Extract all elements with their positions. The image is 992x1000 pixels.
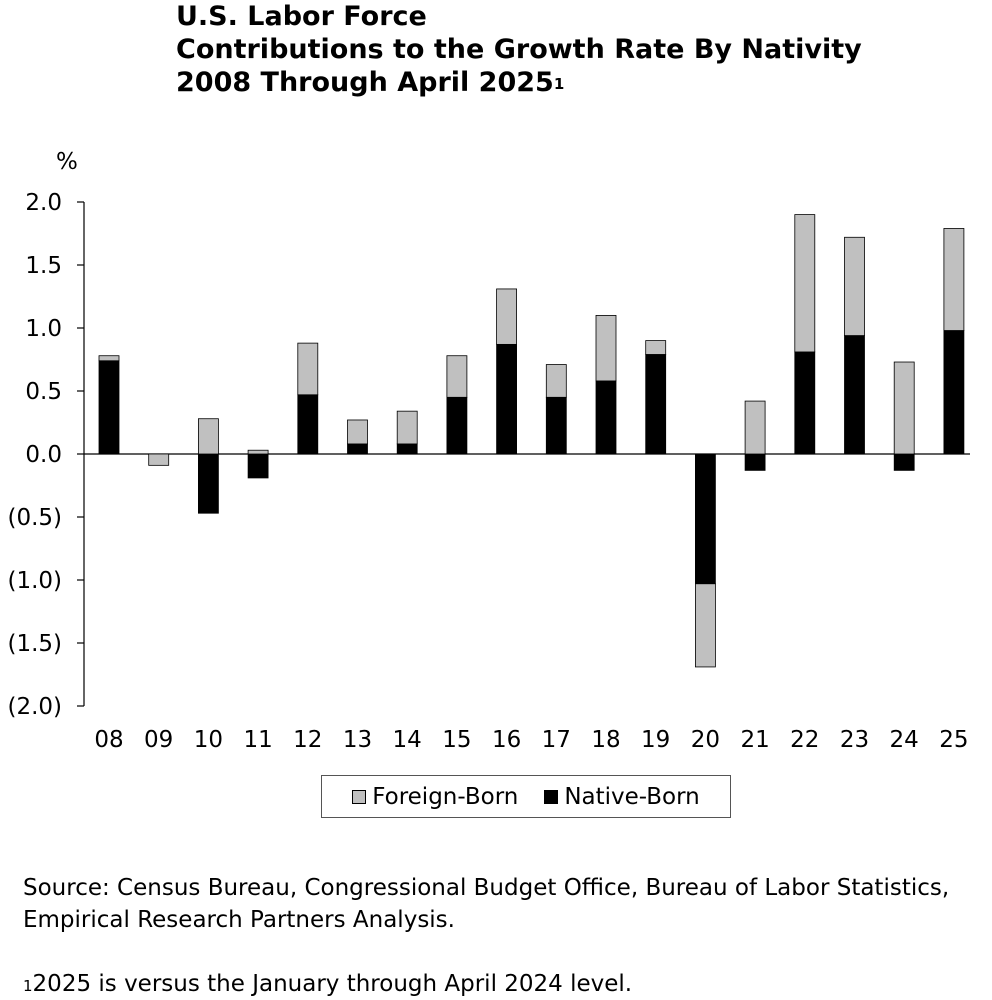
x-tick-label: 10 <box>194 727 223 753</box>
x-tick-label: 21 <box>740 727 769 753</box>
title-line-2: Contributions to the Growth Rate By Nati… <box>176 34 862 65</box>
bar-native-born-08 <box>98 360 120 455</box>
x-tick-label: 17 <box>542 727 571 753</box>
x-tick-label: 09 <box>144 727 173 753</box>
x-tick-label: 22 <box>790 727 819 753</box>
bar-foreign-born-25 <box>943 228 965 331</box>
x-tick-label: 20 <box>691 727 720 753</box>
legend-item-foreign-born: Foreign-Born <box>352 784 518 810</box>
bar-foreign-born-24 <box>893 361 915 455</box>
bar-foreign-born-15 <box>446 355 468 398</box>
bar-foreign-born-16 <box>496 288 518 345</box>
y-tick-label: 1.0 <box>25 316 62 342</box>
x-tick-label: 13 <box>343 727 372 753</box>
bar-native-born-20 <box>695 453 716 585</box>
bar-native-born-22 <box>794 351 816 455</box>
x-tick-label: 25 <box>939 727 968 753</box>
bar-native-born-17 <box>545 396 567 455</box>
y-tick-label: 0.5 <box>25 379 62 405</box>
bar-foreign-born-13 <box>347 419 368 445</box>
bar-foreign-born-19 <box>645 340 667 355</box>
stacked-bar-chart: % 2.0 1.5 1.0 0.5 0.0 (0.5) (1.0) (1.5) (2.0) 08 09… <box>7 149 970 753</box>
title-line-1: U.S. Labor Force <box>176 1 427 32</box>
y-tick-label: (1.0) <box>7 568 62 594</box>
legend-item-native-born: Native-Born <box>544 783 700 810</box>
bar-native-born-16 <box>496 343 518 455</box>
y-unit-label: % <box>56 149 78 175</box>
title-line-3: 2008 Through April 20251 <box>176 66 976 99</box>
y-tick-label: 0.0 <box>25 442 62 468</box>
bar-native-born-12 <box>297 394 319 455</box>
title-line-3-text: 2008 Through April 2025 <box>176 67 554 98</box>
chart-title: U.S. Labor Force Contributions to the Gr… <box>176 0 976 99</box>
x-tick-label: 23 <box>840 727 869 753</box>
chart-legend: Foreign-Born Native-Born <box>321 775 731 818</box>
footnote: 12025 is versus the January through Apri… <box>23 968 973 1000</box>
bar-foreign-born-23 <box>844 236 865 336</box>
bar-native-born-25 <box>943 330 965 455</box>
bar-foreign-born-09 <box>148 453 170 466</box>
bar-native-born-24 <box>893 453 915 471</box>
footnote-text: 2025 is versus the January through April… <box>32 971 633 997</box>
bar-native-born-21 <box>744 453 766 471</box>
x-tick-label: 24 <box>890 727 919 753</box>
bar-native-born-15 <box>446 396 468 455</box>
y-tick-label: 2.0 <box>25 190 62 216</box>
bar-native-born-13 <box>347 443 368 455</box>
x-tick-label: 12 <box>293 727 322 753</box>
bar-foreign-born-12 <box>297 342 319 396</box>
title-footnote-marker: 1 <box>553 75 565 93</box>
legend-label-foreign-born: Foreign-Born <box>372 783 519 810</box>
legend-swatch-native-born <box>544 789 559 804</box>
y-tick-label: 1.5 <box>25 253 62 279</box>
bar-foreign-born-08 <box>98 355 120 362</box>
x-tick-label: 08 <box>94 727 123 753</box>
bar-foreign-born-20 <box>695 583 716 668</box>
x-tick-label: 14 <box>393 727 422 753</box>
bar-foreign-born-17 <box>545 364 567 398</box>
bar-native-born-23 <box>844 335 865 455</box>
x-tick-label: 11 <box>243 727 272 753</box>
bar-foreign-born-14 <box>396 410 418 445</box>
x-tick-label: 19 <box>641 727 670 753</box>
bar-foreign-born-21 <box>744 400 766 455</box>
bar-foreign-born-10 <box>197 418 219 455</box>
footnote-marker: 1 <box>23 977 33 995</box>
legend-swatch-foreign-born <box>352 789 367 804</box>
legend-label-native-born: Native-Born <box>564 783 700 810</box>
bar-native-born-11 <box>247 453 269 479</box>
bar-foreign-born-22 <box>794 214 816 353</box>
x-tick-label: 18 <box>591 727 620 753</box>
bar-foreign-born-18 <box>595 314 617 382</box>
bar-native-born-18 <box>595 380 617 455</box>
bar-native-born-14 <box>396 443 418 455</box>
y-tick-label: (2.0) <box>7 694 62 720</box>
bar-native-born-10 <box>197 453 219 514</box>
y-tick-label: (1.5) <box>7 631 62 657</box>
y-tick-label: (0.5) <box>7 505 62 531</box>
source-note: Source: Census Bureau, Congressional Bud… <box>23 875 950 933</box>
x-tick-label: 16 <box>492 727 521 753</box>
x-tick-label: 15 <box>442 727 471 753</box>
bar-foreign-born-11 <box>247 449 269 455</box>
bar-native-born-19 <box>645 354 667 455</box>
